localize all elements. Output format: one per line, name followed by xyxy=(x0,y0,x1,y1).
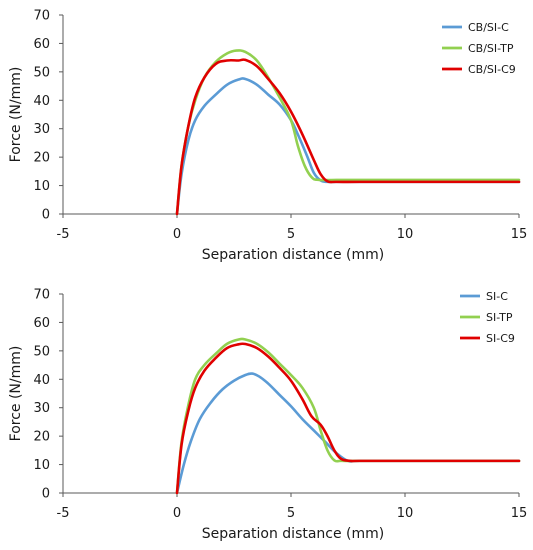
y-tick-label: 0 xyxy=(42,208,50,223)
x-axis-label: Separation distance (mm) xyxy=(202,526,385,542)
y-tick-label: 50 xyxy=(33,65,50,80)
y-tick-label: 20 xyxy=(33,151,50,166)
series-line-cb-si-c9 xyxy=(175,58,521,216)
x-tick-label: 10 xyxy=(397,227,414,242)
y-tick-label: 40 xyxy=(33,373,50,388)
x-tick-label: 15 xyxy=(511,506,528,521)
y-tick-label: 70 xyxy=(33,288,50,303)
legend-label: CB/SI-C9 xyxy=(468,63,516,76)
x-tick-label: 0 xyxy=(173,227,181,242)
legend-label: SI-TP xyxy=(486,311,513,324)
x-tick-label: 5 xyxy=(287,506,295,521)
y-tick-label: 50 xyxy=(33,344,50,359)
x-tick-label: 5 xyxy=(287,227,295,242)
y-tick-label: 70 xyxy=(33,9,50,24)
x-tick-label: -5 xyxy=(57,506,70,521)
chart-panel-1: 0 10 20 30 40 50 60 70 -5 0 5 10 15 Separation distan… xyxy=(8,9,527,264)
x-tick-label: 10 xyxy=(397,506,414,521)
y-tick-label: 60 xyxy=(33,316,50,331)
x-tick-label: 0 xyxy=(173,506,181,521)
legend-label: CB/SI-TP xyxy=(468,42,514,55)
chart-panel-2: 0 10 20 30 40 50 60 70 -5 0 5 10 15 Separation distan… xyxy=(8,288,527,543)
x-axis-label: Separation distance (mm) xyxy=(202,247,385,263)
y-tick-label: 60 xyxy=(33,37,50,52)
y-axis-label: Force (N/mm) xyxy=(8,346,24,442)
y-tick-label: 40 xyxy=(33,94,50,109)
y-tick-label: 10 xyxy=(33,179,50,194)
legend-label: CB/SI-C xyxy=(468,21,509,34)
x-tick-label: -5 xyxy=(57,227,70,242)
series-line-si-c xyxy=(175,372,521,495)
y-tick-label: 30 xyxy=(33,122,50,137)
series-line-si-tp xyxy=(175,337,521,495)
legend: CB/SI-C CB/SI-TP CB/SI-C9 xyxy=(442,21,516,76)
x-tick-label: 15 xyxy=(511,227,528,242)
legend-label: SI-C9 xyxy=(486,332,515,345)
y-tick-label: 10 xyxy=(33,458,50,473)
y-tick-label: 30 xyxy=(33,401,50,416)
y-axis-label: Force (N/mm) xyxy=(8,67,24,163)
y-tick-label: 0 xyxy=(42,487,50,502)
series-line-cb-si-c xyxy=(175,77,521,216)
legend-label: SI-C xyxy=(486,290,508,303)
y-tick-label: 20 xyxy=(33,430,50,445)
legend: SI-C SI-TP SI-C9 xyxy=(460,290,515,345)
series-line-si-c9 xyxy=(175,342,521,495)
